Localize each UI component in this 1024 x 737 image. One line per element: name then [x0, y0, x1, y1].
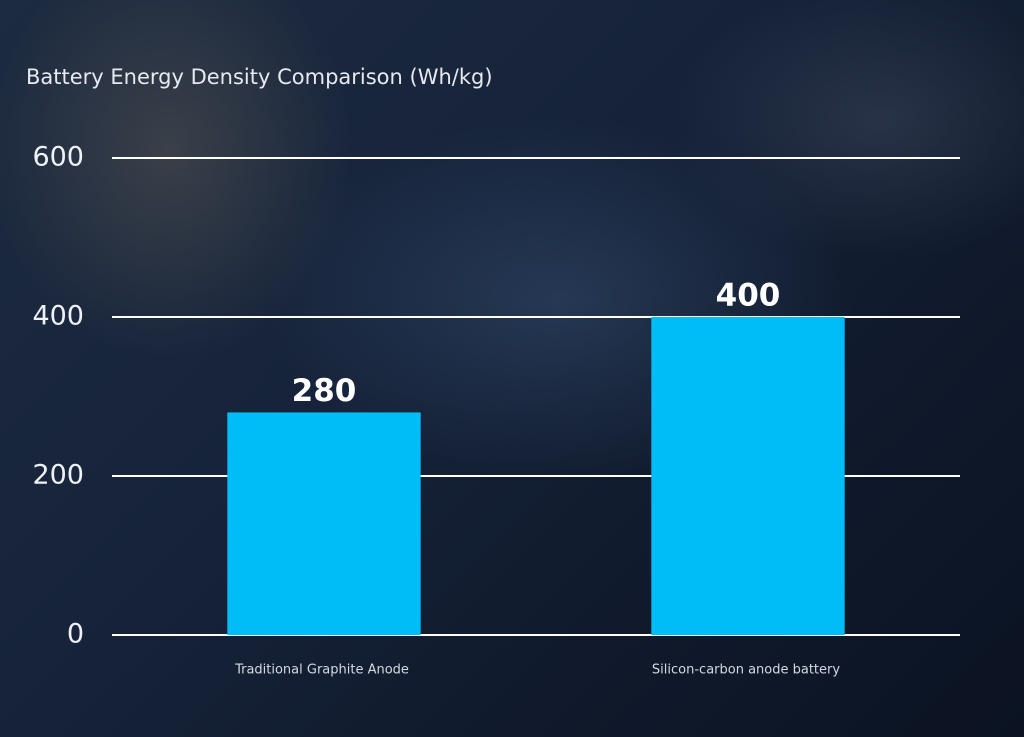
bar	[651, 317, 845, 635]
bar	[227, 412, 421, 635]
y-tick-label: 400	[32, 301, 84, 332]
x-tick-label: Silicon-carbon anode battery	[652, 663, 840, 678]
y-tick-label: 0	[67, 619, 84, 650]
value-label: 280	[292, 373, 357, 409]
y-tick-label: 200	[32, 460, 84, 491]
x-tick-label: Traditional Graphite Anode	[234, 663, 409, 678]
value-label: 400	[716, 278, 781, 314]
chart-title: Battery Energy Density Comparison (Wh/kg…	[26, 65, 493, 89]
y-tick-label: 600	[32, 142, 84, 173]
